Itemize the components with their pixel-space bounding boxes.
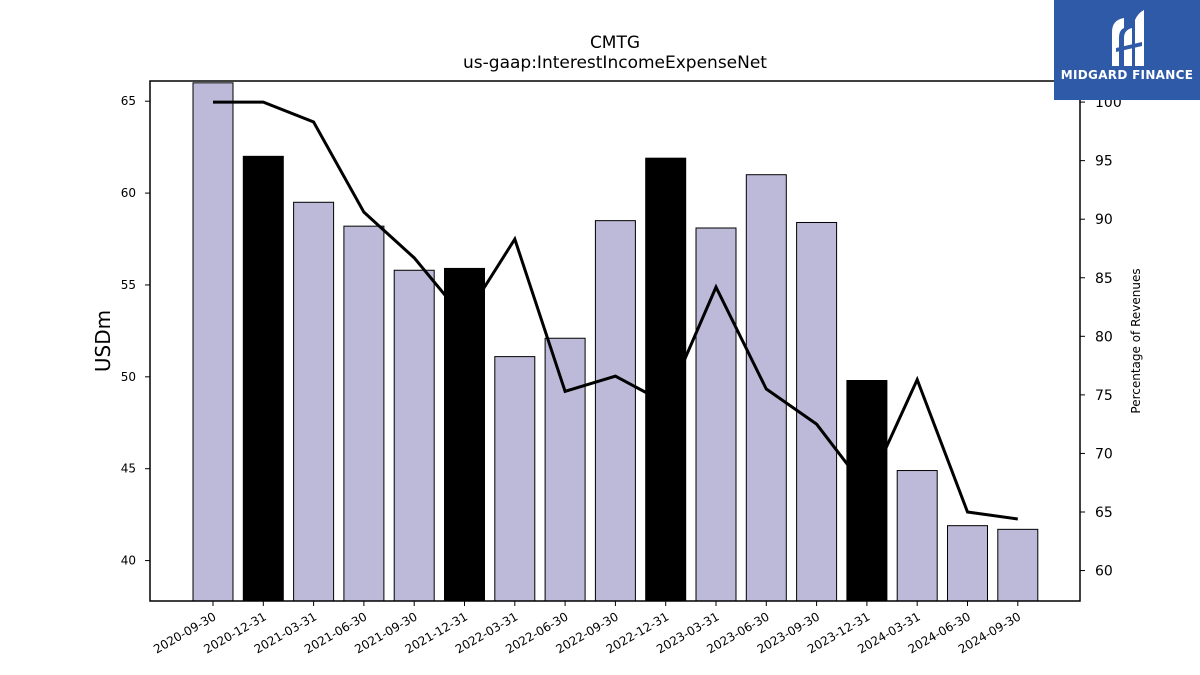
bar-2020-12-31 [242, 155, 284, 602]
y-tick-label: 45 [121, 462, 136, 476]
y-tick-label: 40 [121, 554, 136, 568]
y-tick-label: 50 [121, 370, 136, 384]
y2-tick-label: 85 [1095, 271, 1113, 287]
y-tick-label: 65 [121, 94, 136, 108]
y2-tick-label: 80 [1095, 329, 1113, 345]
y2-tick-label: 70 [1095, 446, 1113, 462]
y2-tick-label: 65 [1095, 505, 1113, 521]
logo-mark-icon [1112, 10, 1144, 66]
chart-title: CMTG [590, 33, 640, 53]
x-axis: 2020-09-302020-12-312021-03-312021-06-30… [151, 601, 1023, 656]
midgard-finance-logo: MIDGARD FINANCE [1054, 0, 1200, 100]
y2-tick-label: 75 [1095, 388, 1113, 404]
bar-2022-12-31 [645, 157, 687, 602]
y-axis-left: 40 45 50 55 60 65 [121, 94, 150, 568]
y2-tick-label: 60 [1095, 564, 1113, 580]
bar-2023-09-30 [796, 221, 838, 602]
y2-tick-label: 95 [1095, 154, 1113, 170]
bar-2021-06-30 [343, 225, 385, 602]
bar-2020-09-30 [192, 82, 234, 602]
y-tick-label: 55 [121, 278, 136, 292]
y-tick-label: 60 [121, 186, 136, 200]
line-layer [213, 100, 1019, 521]
bar-2022-09-30 [594, 220, 636, 602]
chart-subtitle: us-gaap:InterestIncomeExpenseNet [463, 53, 767, 73]
y2-axis-label: Percentage of Revenues [1129, 268, 1143, 413]
bar-2022-03-31 [494, 356, 536, 602]
bar-2024-06-30 [947, 525, 988, 602]
bars-layer [192, 82, 1039, 602]
percentage-line [213, 100, 1019, 521]
bar-2021-09-30 [393, 269, 435, 602]
y-axis-label: USDm [91, 310, 115, 372]
bar-2022-06-30 [544, 337, 586, 602]
logo-text: MIDGARD FINANCE [1060, 68, 1194, 82]
y2-tick-label: 90 [1095, 212, 1113, 228]
bar-2024-03-31 [896, 470, 938, 602]
bar-2024-09-30 [997, 528, 1039, 602]
bar-2021-12-31 [444, 267, 485, 602]
bar-2021-03-31 [293, 201, 335, 602]
